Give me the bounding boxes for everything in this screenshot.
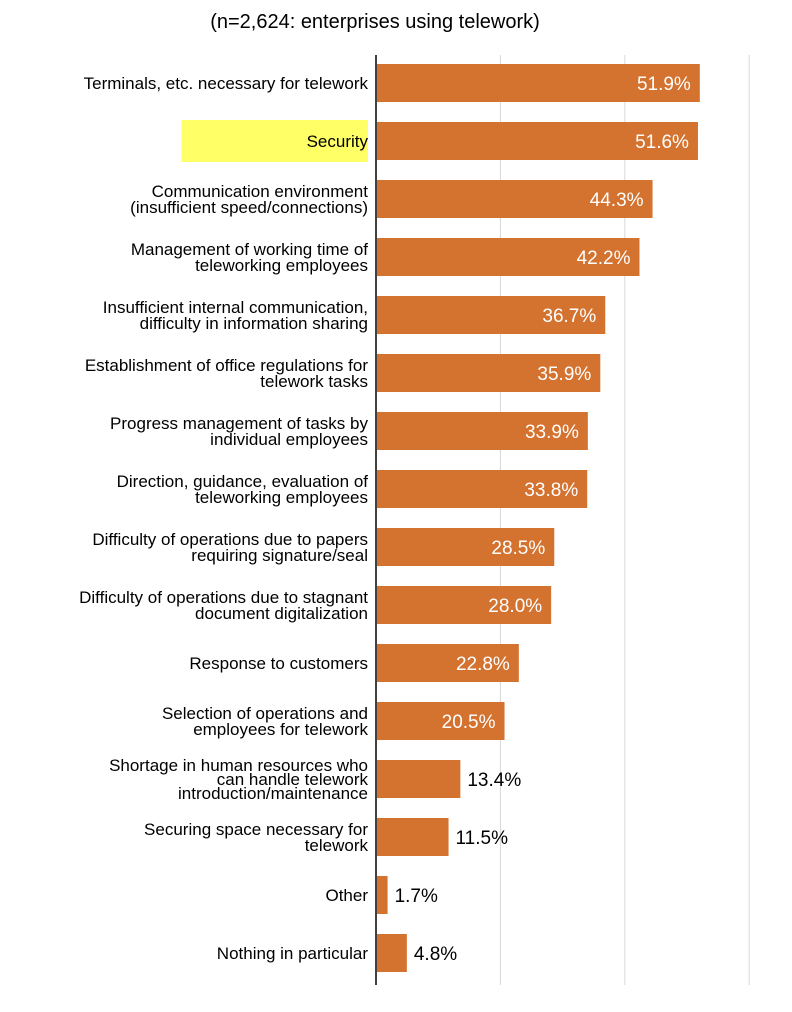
category-label: Nothing in particular [217,944,369,963]
category-label: Communication environment (insufficient s… [130,182,368,217]
bar [377,180,653,218]
category-label-line: (insufficient speed/connections) [130,198,368,217]
category-label: Terminals, etc. necessary for telework [84,74,369,93]
bars [377,64,700,972]
category-label-line: Selection of operations and [162,704,368,723]
category-label-line: telework tasks [260,372,368,391]
bar [377,296,606,334]
category-label-line: can handle telework [217,770,369,789]
category-label: Direction, guidance, evaluation of telewo… [117,472,369,507]
category-label-line: Security [307,132,369,151]
category-highlight [181,120,368,162]
category-label: Shortage in human resources who can handl… [109,756,368,803]
category-label: Progress management of tasks by individua… [110,414,368,449]
category-label-line: Management of working time of [131,240,368,259]
category-label-line: Insufficient internal communication, [103,298,368,317]
value-label: 33.9% [525,422,579,443]
value-label: 13.4% [467,770,521,791]
category-label-line: Progress management of tasks by [110,414,368,433]
bar [377,412,588,450]
category-label-line: introduction/maintenance [178,784,368,803]
category-label: Selection of operations and employees for… [162,704,369,739]
bar [377,470,588,508]
value-label: 22.8% [456,654,510,675]
category-label-line: Difficulty of operations due to papers [92,530,368,549]
value-labels: 51.9% 51.6% 44.3% 42.2% 36.7% 35.9% 33.9% 33.8%… [395,74,691,965]
category-label-line: teleworking employees [195,488,368,507]
category-label-line: Nothing in particular [217,944,369,963]
value-label: 33.8% [524,480,578,501]
category-label-line: Terminals, etc. necessary for telework [84,74,369,93]
bar [377,354,601,392]
category-label-line: individual employees [210,430,368,449]
category-label: Difficulty of operations due to stagnant… [79,588,368,623]
category-label: Securing space necessary for telework [144,820,368,855]
category-label-line: difficulty in information sharing [140,314,368,333]
category-label-line: Difficulty of operations due to stagnant [79,588,368,607]
value-label: 36.7% [542,306,596,327]
value-label: 28.0% [488,596,542,617]
category-label-line: Establishment of office regulations for [85,356,369,375]
value-label: 1.7% [395,886,438,907]
bar [377,760,461,798]
bar [377,876,388,914]
category-label: Management of working time of teleworking… [131,240,368,275]
category-label-line: Direction, guidance, evaluation of [117,472,369,491]
bar [377,528,555,566]
category-label-line: document digitalization [195,604,368,623]
category-label-line: requiring signature/seal [191,546,368,565]
category-label: Insufficient internal communication, diff… [103,298,368,333]
value-label: 11.5% [456,828,509,849]
category-label: Difficulty of operations due to papers re… [92,530,368,565]
bar [377,702,505,740]
category-label-line: telework [305,836,369,855]
category-label-line: Response to customers [189,654,368,673]
category-label: Response to customers [189,654,368,673]
category-label-line: employees for telework [193,720,368,739]
bar [377,64,700,102]
bar [377,586,552,624]
value-label: 28.5% [491,538,545,559]
value-label: 4.8% [414,944,457,965]
value-label: 51.9% [637,74,691,95]
value-label: 44.3% [590,190,644,211]
bar [377,122,698,160]
value-label: 35.9% [537,364,591,385]
category-label-line: Securing space necessary for [144,820,368,839]
bar [377,934,407,972]
category-label-line: Shortage in human resources who [109,756,368,775]
value-label: 51.6% [635,132,689,153]
bar [377,644,519,682]
value-label: 42.2% [577,248,631,269]
category-label: Establishment of office regulations for t… [85,356,369,391]
category-label: Other [325,886,368,905]
category-label: Security [307,132,369,151]
value-label: 20.5% [442,712,496,733]
category-label-line: teleworking employees [195,256,368,275]
category-label-line: Communication environment [152,182,369,201]
bar [377,818,449,856]
category-label-line: Other [325,886,368,905]
category-labels: Terminals, etc. necessary for telework Se… [79,74,368,963]
chart-subtitle: (n=2,624: enterprises using telework) [210,11,540,33]
bar [377,238,640,276]
highlight-layer [181,120,368,162]
